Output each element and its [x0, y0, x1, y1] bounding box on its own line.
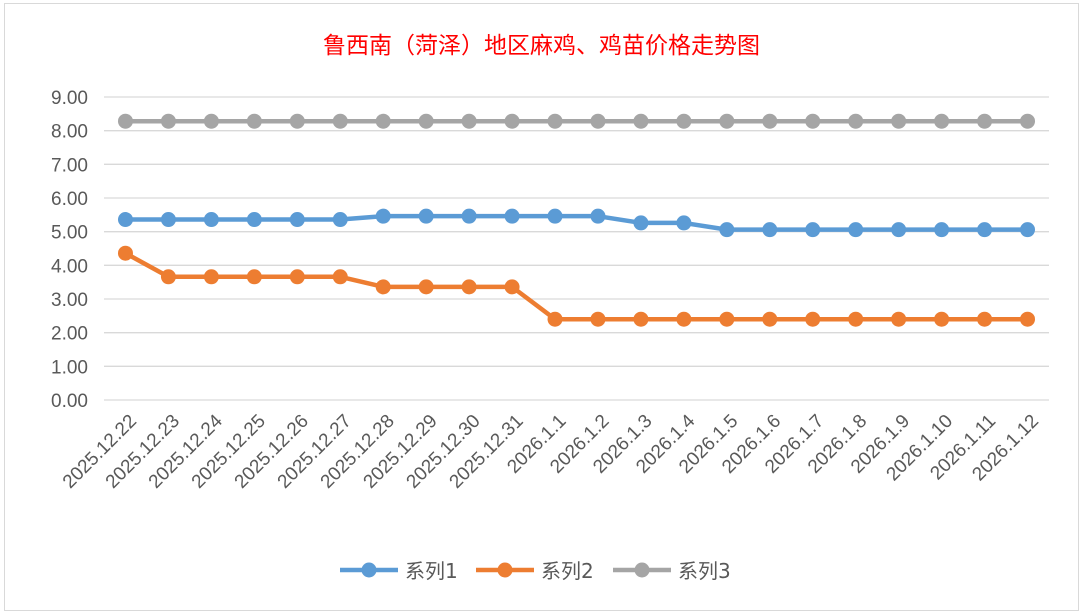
data-point [117, 212, 133, 228]
data-point [160, 113, 176, 129]
y-tick-label: 2.00 [51, 324, 88, 345]
data-point [117, 113, 133, 129]
data-point [160, 269, 176, 285]
data-point [719, 311, 735, 327]
data-point [676, 113, 692, 129]
y-tick-label: 9.00 [51, 88, 88, 109]
data-point [117, 245, 133, 261]
chart-title: 鲁西南（菏泽）地区麻鸡、鸡苗价格走势图 [323, 33, 760, 59]
data-point [590, 113, 606, 129]
data-point [1020, 113, 1036, 129]
y-tick-label: 5.00 [51, 223, 88, 244]
data-point [719, 113, 735, 129]
data-point [633, 215, 649, 231]
legend-marker [497, 562, 513, 578]
y-tick-label: 6.00 [51, 189, 88, 210]
data-point [977, 222, 993, 238]
data-point [246, 269, 262, 285]
data-point [461, 208, 477, 224]
data-point [547, 208, 563, 224]
data-point [719, 222, 735, 238]
data-point [375, 208, 391, 224]
legend-marker [634, 562, 650, 578]
series-line-2 [124, 251, 1028, 322]
y-tick-label: 0.00 [51, 391, 88, 412]
data-point [504, 279, 520, 295]
data-point [547, 311, 563, 327]
data-point [332, 212, 348, 228]
data-point [934, 113, 950, 129]
data-point [891, 311, 907, 327]
data-point [289, 269, 305, 285]
data-point [848, 311, 864, 327]
legend-label: 系列1 [405, 559, 458, 583]
data-point [848, 222, 864, 238]
data-point [332, 113, 348, 129]
y-tick-label: 8.00 [51, 122, 88, 143]
data-point [203, 212, 219, 228]
data-point [504, 208, 520, 224]
data-point [762, 311, 778, 327]
data-point [461, 113, 477, 129]
series-line-1 [125, 213, 1028, 232]
data-point [332, 269, 348, 285]
y-tick-label: 7.00 [51, 155, 88, 176]
y-tick-label: 3.00 [51, 290, 88, 311]
y-tick-label: 4.00 [51, 256, 88, 277]
data-point [375, 113, 391, 129]
data-point [418, 279, 434, 295]
data-point [289, 212, 305, 228]
y-tick-label: 1.00 [51, 357, 88, 378]
data-point [418, 113, 434, 129]
legend-label: 系列3 [678, 559, 731, 583]
data-point [1020, 222, 1036, 238]
data-point [203, 113, 219, 129]
data-point [633, 311, 649, 327]
data-point [676, 311, 692, 327]
data-point [934, 222, 950, 238]
data-point [762, 222, 778, 238]
data-point [461, 279, 477, 295]
data-point [246, 113, 262, 129]
data-point [590, 208, 606, 224]
data-point [762, 113, 778, 129]
data-point [246, 212, 262, 228]
data-point [418, 208, 434, 224]
data-point [289, 113, 305, 129]
data-point [934, 311, 950, 327]
data-point [977, 311, 993, 327]
data-point [977, 113, 993, 129]
data-point [805, 222, 821, 238]
data-point [891, 222, 907, 238]
data-point [633, 113, 649, 129]
legend-marker [361, 562, 377, 578]
data-point [160, 212, 176, 228]
data-point [891, 113, 907, 129]
data-point [590, 311, 606, 327]
data-point [805, 311, 821, 327]
data-point [547, 113, 563, 129]
legend-label: 系列2 [541, 559, 594, 583]
data-point [375, 279, 391, 295]
data-point [1020, 311, 1036, 327]
data-point [805, 113, 821, 129]
data-point [504, 113, 520, 129]
data-point [676, 215, 692, 231]
data-point [203, 269, 219, 285]
data-point [848, 113, 864, 129]
